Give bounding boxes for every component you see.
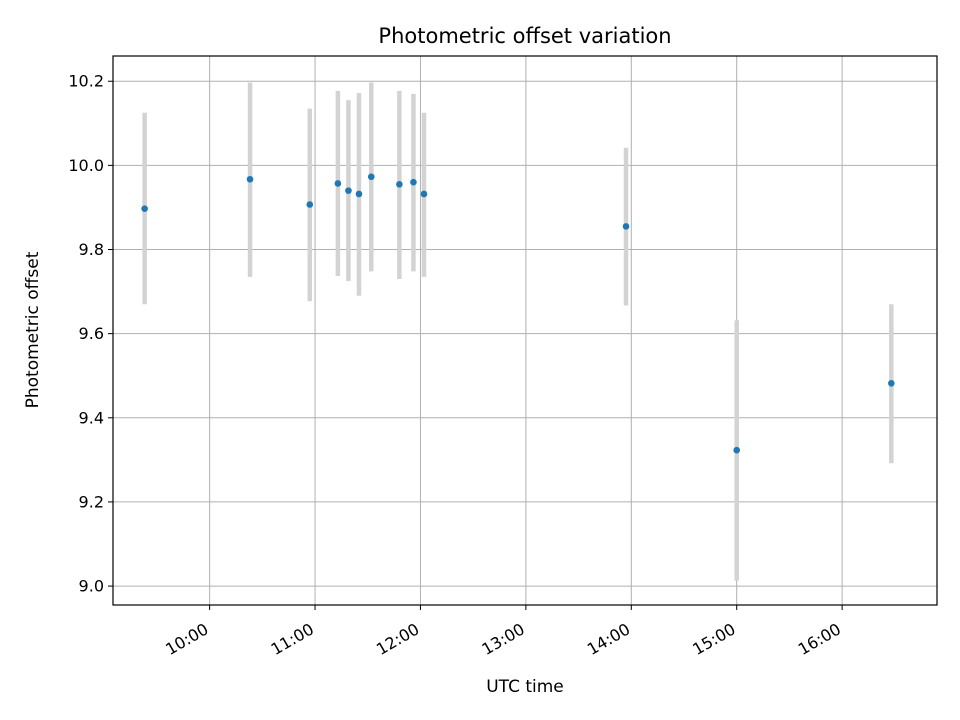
chart-title: Photometric offset variation bbox=[378, 24, 671, 48]
y-tick-label: 10.0 bbox=[68, 156, 104, 175]
y-axis-ticks: 9.0 9.2 9.4 9.6 9.8 10.0 10.2 bbox=[68, 72, 113, 596]
data-point bbox=[141, 205, 148, 213]
data-point bbox=[345, 187, 352, 194]
data-point bbox=[306, 201, 314, 208]
y-tick-label: 9.6 bbox=[79, 324, 104, 343]
data-point bbox=[622, 223, 630, 230]
x-axis-label: UTC time bbox=[486, 677, 564, 697]
data-point bbox=[396, 181, 403, 188]
y-tick-label: 9.2 bbox=[79, 492, 104, 511]
data-point bbox=[420, 190, 428, 198]
data-point bbox=[246, 175, 254, 183]
data-point bbox=[367, 173, 375, 181]
data-points bbox=[141, 173, 895, 454]
y-tick-label: 9.8 bbox=[79, 240, 104, 259]
data-point bbox=[355, 190, 363, 198]
data-point bbox=[888, 379, 895, 387]
data-point bbox=[334, 180, 342, 187]
y-axis-label: Photometric offset bbox=[23, 251, 43, 408]
y-tick-label: 10.2 bbox=[68, 72, 104, 91]
data-point bbox=[410, 178, 417, 186]
y-tick-label: 9.4 bbox=[79, 408, 104, 427]
y-tick-label: 9.0 bbox=[79, 577, 104, 596]
data-point bbox=[733, 446, 741, 454]
plot-frame bbox=[112, 55, 938, 606]
